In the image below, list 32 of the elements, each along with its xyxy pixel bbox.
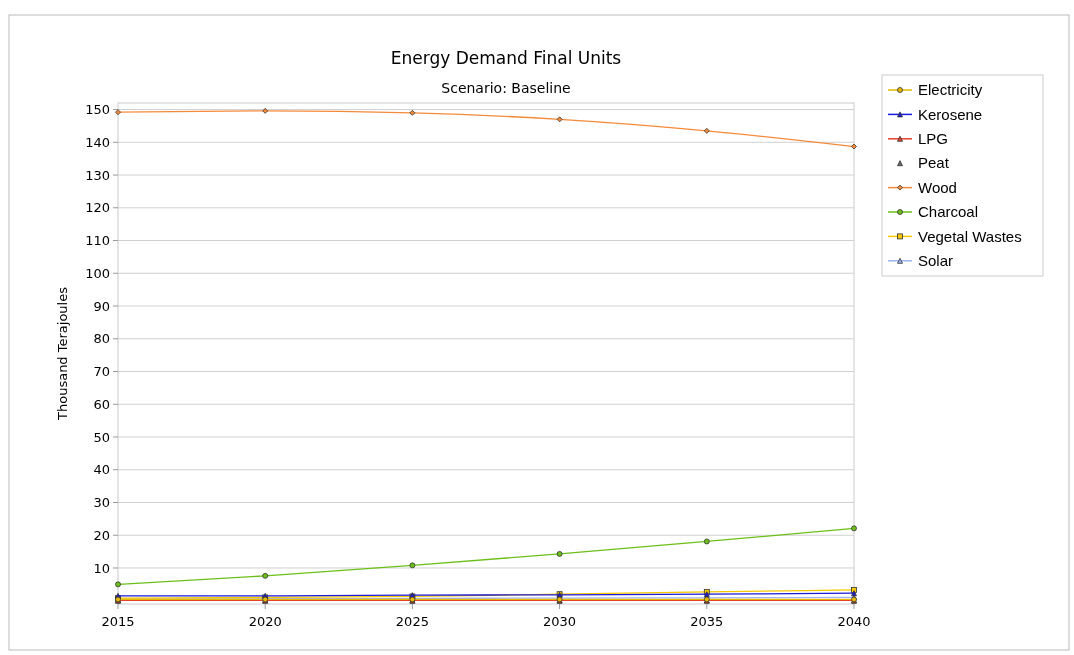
legend-label: Peat xyxy=(918,154,950,172)
y-tick-label: 70 xyxy=(93,364,110,380)
legend-label: Charcoal xyxy=(918,203,979,221)
y-tick-label: 120 xyxy=(85,200,110,216)
legend-label: LPG xyxy=(918,130,949,148)
y-tick-label: 20 xyxy=(93,527,110,543)
y-tick-label: 50 xyxy=(93,429,110,445)
y-tick-label: 150 xyxy=(85,102,110,118)
chart-title: Energy Demand Final Units xyxy=(390,48,622,68)
x-tick-label: 2035 xyxy=(690,614,724,629)
x-tick-label: 2015 xyxy=(101,614,135,629)
legend-label: Wood xyxy=(918,178,957,196)
y-tick-label: 90 xyxy=(93,298,110,314)
legend-label: Vegetal Wastes xyxy=(918,227,1022,245)
x-tick-label: 2020 xyxy=(248,614,282,629)
y-axis-title: Thousand Terajoules xyxy=(55,286,70,421)
y-tick-label: 40 xyxy=(93,462,110,478)
x-tick-label: 2030 xyxy=(543,614,577,629)
y-tick-label: 30 xyxy=(93,495,110,511)
y-tick-label: 60 xyxy=(93,396,110,412)
y-tick-label: 10 xyxy=(93,560,110,576)
y-tick-label: 80 xyxy=(93,331,110,347)
chart-subtitle: Scenario: Baseline xyxy=(441,80,571,96)
legend-label: Kerosene xyxy=(918,105,983,123)
legend-label: Solar xyxy=(918,252,954,270)
y-tick-label: 130 xyxy=(85,167,110,183)
x-tick-label: 2025 xyxy=(395,614,429,629)
y-tick-label: 140 xyxy=(85,134,110,150)
y-tick-label: 100 xyxy=(85,265,110,281)
x-tick-label: 2040 xyxy=(837,614,871,629)
y-tick-label: 110 xyxy=(85,233,110,249)
legend-label: Electricity xyxy=(918,81,983,99)
